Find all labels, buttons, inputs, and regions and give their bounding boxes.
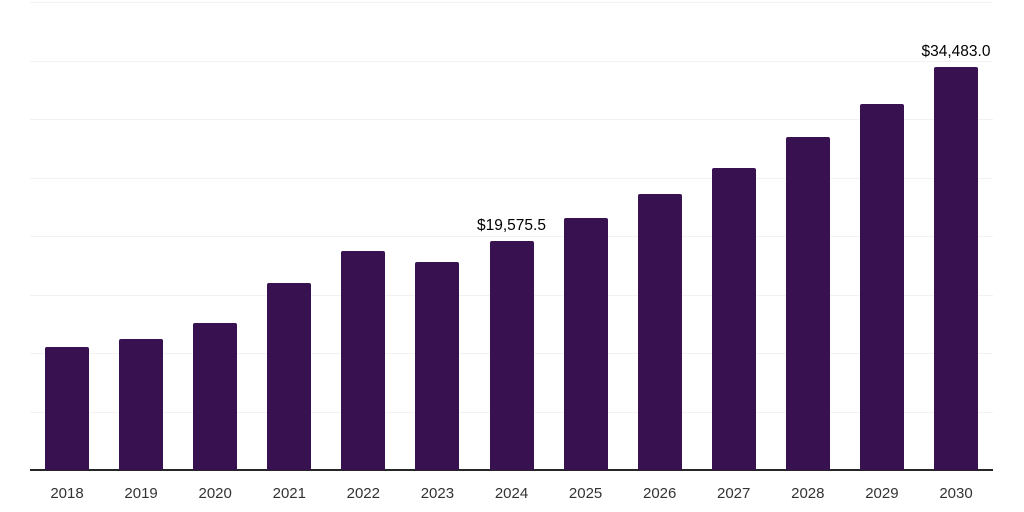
x-tick-2029: 2029 bbox=[865, 485, 899, 502]
bar-2029 bbox=[859, 103, 904, 470]
bar-2019 bbox=[119, 339, 164, 470]
data-label-2030: $34,483.0 bbox=[921, 42, 991, 60]
gridline-25000 bbox=[30, 177, 993, 179]
bar-2027 bbox=[711, 168, 756, 470]
x-tick-2026: 2026 bbox=[643, 485, 677, 502]
bar-2024 bbox=[489, 241, 534, 470]
x-tick-2024: 2024 bbox=[494, 485, 529, 502]
data-label-2024: $19,575.5 bbox=[477, 217, 546, 234]
x-tick-2027: 2027 bbox=[717, 485, 751, 502]
x-axis-line bbox=[30, 469, 993, 471]
x-tick-2023: 2023 bbox=[420, 485, 455, 502]
bar-2022 bbox=[341, 251, 386, 470]
x-tick-2020: 2020 bbox=[198, 485, 232, 502]
x-tick-2021: 2021 bbox=[272, 485, 306, 502]
x-tick-2018: 2018 bbox=[50, 485, 84, 502]
bar-2023 bbox=[415, 261, 460, 470]
bar-2018 bbox=[45, 347, 89, 470]
x-tick-2028: 2028 bbox=[791, 485, 825, 502]
bar-2030 bbox=[934, 66, 978, 470]
x-tick-2022: 2022 bbox=[346, 485, 380, 502]
bar-2028 bbox=[785, 136, 830, 470]
gridline-35000 bbox=[30, 60, 993, 62]
bar-2025 bbox=[563, 218, 608, 470]
x-tick-2025: 2025 bbox=[568, 485, 603, 502]
bar-2021 bbox=[267, 282, 312, 470]
x-tick-2019: 2019 bbox=[124, 485, 158, 502]
x-tick-2030: 2030 bbox=[939, 485, 973, 502]
gridline-20000 bbox=[30, 236, 993, 237]
gridline-40000 bbox=[30, 2, 993, 3]
bar-2026 bbox=[637, 193, 682, 470]
bar-2020 bbox=[193, 322, 238, 470]
gridline-30000 bbox=[30, 119, 993, 120]
